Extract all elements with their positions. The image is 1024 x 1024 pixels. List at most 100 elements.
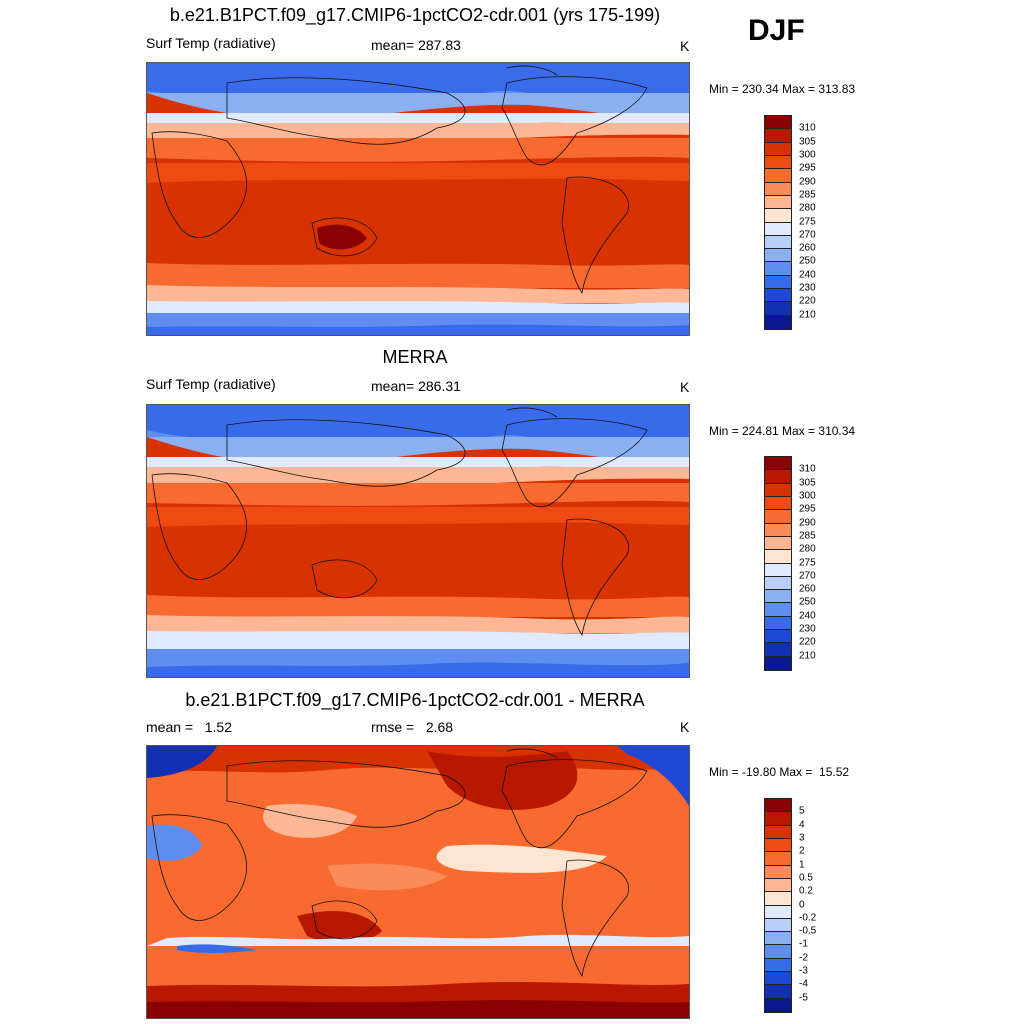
colorbar-swatch <box>765 182 791 196</box>
colorbar-swatch <box>765 457 791 471</box>
colorbar-label: 305 <box>799 477 816 489</box>
colorbar-label: 2 <box>799 845 805 857</box>
panel3-mean-label: mean = 1.52 <box>146 719 233 735</box>
colorbar-swatch <box>765 590 791 604</box>
colorbar-swatch <box>765 302 791 316</box>
colorbar-swatch <box>765 892 791 906</box>
colorbar-swatch <box>765 918 791 933</box>
colorbar-label: 250 <box>799 255 816 267</box>
colorbar-label: 3 <box>799 832 805 844</box>
colorbar-swatch <box>765 985 791 999</box>
colorbar-label: 240 <box>799 269 816 281</box>
colorbar-swatch <box>765 235 791 250</box>
colorbar-label: 310 <box>799 122 816 134</box>
colorbar-label: 4 <box>799 819 805 831</box>
colorbar-swatch <box>765 603 791 617</box>
colorbar-swatch <box>765 249 791 263</box>
panel1-colorbar <box>764 115 792 330</box>
colorbar-label: 310 <box>799 463 816 475</box>
colorbar-label: 230 <box>799 282 816 294</box>
colorbar-swatch <box>765 812 791 826</box>
colorbar-label: 250 <box>799 596 816 608</box>
colorbar-label: 280 <box>799 543 816 555</box>
colorbar-swatch <box>765 958 791 973</box>
panel1-title: b.e21.B1PCT.f09_g17.CMIP6-1pctCO2-cdr.00… <box>169 5 661 25</box>
colorbar-swatch <box>765 483 791 497</box>
panel2-variable-label: Surf Temp (radiative) <box>146 376 276 392</box>
colorbar-label: 270 <box>799 570 816 582</box>
colorbar-swatch <box>765 838 791 853</box>
panel1-minmax: Min = 230.34 Max = 313.83 <box>709 82 856 96</box>
colorbar-label: 300 <box>799 490 816 502</box>
panel1-map <box>146 62 690 336</box>
colorbar-swatch <box>765 116 791 130</box>
colorbar-swatch <box>765 262 791 276</box>
panel1-mean-label: mean= 287.83 <box>371 37 461 53</box>
panel2-title: MERRA <box>382 347 448 367</box>
panel3-minmax: Min = -19.80 Max = 15.52 <box>709 765 850 779</box>
colorbar-swatch <box>765 142 791 156</box>
colorbar-label: 295 <box>799 162 816 174</box>
colorbar-label: 285 <box>799 189 816 201</box>
colorbar-swatch <box>765 275 791 290</box>
colorbar-swatch <box>765 550 791 564</box>
colorbar-swatch <box>765 195 791 210</box>
colorbar-label: 1 <box>799 859 805 871</box>
panel2-map <box>146 404 690 678</box>
colorbar-label: -3 <box>799 965 808 977</box>
colorbar-label: 0.2 <box>799 885 813 897</box>
colorbar-label: 305 <box>799 136 816 148</box>
colorbar-swatch <box>765 222 791 236</box>
colorbar-label: 220 <box>799 636 816 648</box>
colorbar-label: 5 <box>799 805 805 817</box>
colorbar-label: 290 <box>799 517 816 529</box>
colorbar-label: 220 <box>799 295 816 307</box>
colorbar-swatch <box>765 523 791 537</box>
panel2-minmax: Min = 224.81 Max = 310.34 <box>709 424 856 438</box>
panel3-title: b.e21.B1PCT.f09_g17.CMIP6-1pctCO2-cdr.00… <box>185 690 645 710</box>
panel3-map <box>146 745 690 1019</box>
colorbar-label: 210 <box>799 309 816 321</box>
colorbar-swatch <box>765 470 791 484</box>
panel2-mean-label: mean= 286.31 <box>371 378 461 394</box>
colorbar-swatch <box>765 972 791 986</box>
colorbar-label: 295 <box>799 503 816 515</box>
colorbar-label: 300 <box>799 149 816 161</box>
colorbar-label: 210 <box>799 650 816 662</box>
colorbar-swatch <box>765 825 791 839</box>
season-label: DJF <box>748 14 805 47</box>
panel3-rmse-label: rmse = 2.68 <box>371 719 454 735</box>
colorbar-swatch <box>765 155 791 170</box>
colorbar-swatch <box>765 630 791 644</box>
colorbar-label: -4 <box>799 978 808 990</box>
panel3-units: K <box>680 719 690 735</box>
colorbar-swatch <box>765 998 791 1012</box>
colorbar-swatch <box>765 496 791 511</box>
colorbar-swatch <box>765 169 791 183</box>
colorbar-swatch <box>765 852 791 866</box>
colorbar-swatch <box>765 656 791 670</box>
colorbar-label: -2 <box>799 952 808 964</box>
colorbar-label: 260 <box>799 583 816 595</box>
colorbar-swatch <box>765 129 791 143</box>
colorbar-label: -1 <box>799 938 808 950</box>
panel1-units: K <box>680 38 690 54</box>
colorbar-swatch <box>765 315 791 329</box>
panel3-colorbar <box>764 798 792 1013</box>
colorbar-swatch <box>765 563 791 577</box>
colorbar-label: 230 <box>799 623 816 635</box>
colorbar-label: 0.5 <box>799 872 813 884</box>
panel2-units: K <box>680 379 690 395</box>
colorbar-swatch <box>765 932 791 946</box>
colorbar-label: 275 <box>799 557 816 568</box>
colorbar-label: 270 <box>799 229 816 241</box>
colorbar-swatch <box>765 878 791 893</box>
colorbar-label: 240 <box>799 610 816 622</box>
colorbar-swatch <box>765 289 791 303</box>
colorbar-swatch <box>765 905 791 919</box>
panel2-colorbar <box>764 456 792 671</box>
colorbar-label: 260 <box>799 242 816 254</box>
colorbar-swatch <box>765 865 791 879</box>
colorbar-swatch <box>765 536 791 551</box>
colorbar-label: 280 <box>799 202 816 214</box>
